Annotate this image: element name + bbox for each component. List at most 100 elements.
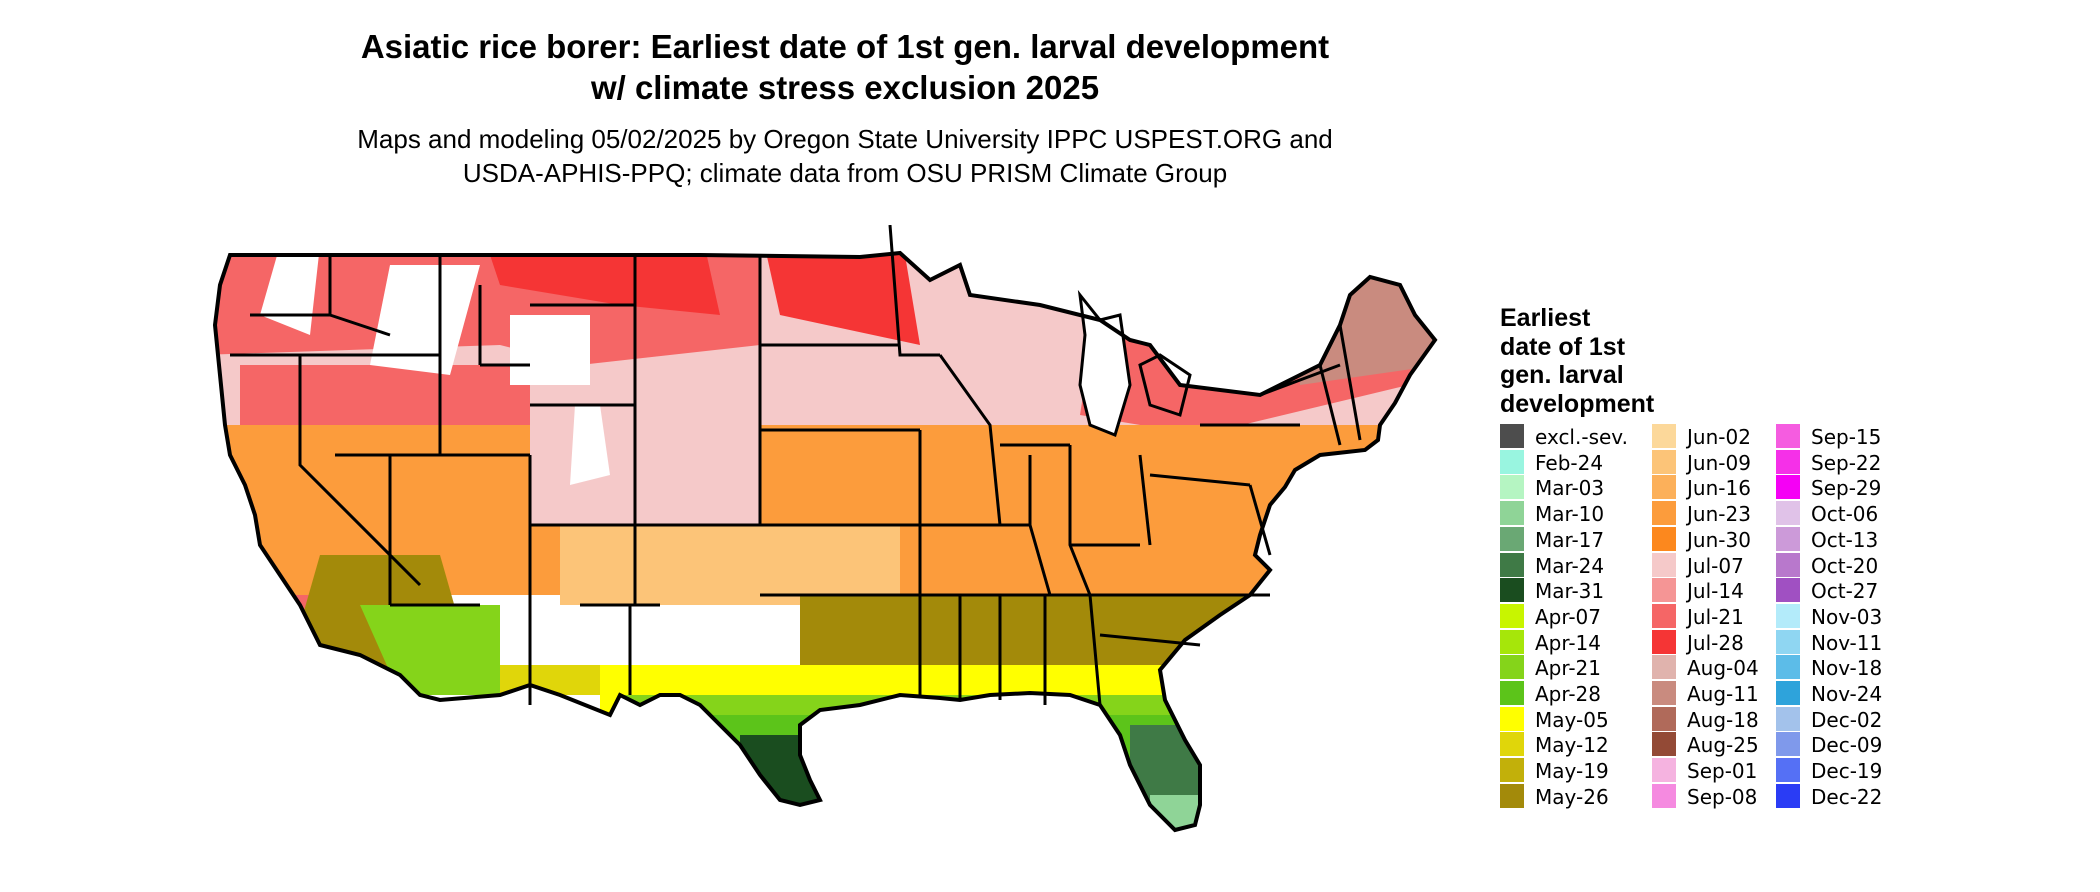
legend-swatch xyxy=(1500,681,1524,705)
legend-swatch xyxy=(1652,783,1676,808)
legend-label: Oct-27 xyxy=(1811,579,1879,604)
legend-swatch xyxy=(1652,578,1676,603)
state-boundary xyxy=(1248,484,1272,556)
legend-label: Jul-28 xyxy=(1687,630,1744,655)
legend-swatch xyxy=(1652,552,1676,577)
zone-cascades-white xyxy=(260,253,320,335)
legend-swatch xyxy=(1652,449,1676,474)
state-boundary xyxy=(1318,364,1342,446)
legend-item: Nov-03 xyxy=(1776,603,1946,630)
zone-colorado-white xyxy=(570,405,610,485)
legend-title: Earliest date of 1st gen. larval develop… xyxy=(1500,304,1654,418)
legend-item: Aug-25 xyxy=(1652,732,1822,758)
legend-swatch xyxy=(1776,449,1800,474)
legend-swatch xyxy=(1652,526,1676,551)
legend-item: Apr-21 xyxy=(1500,655,1670,681)
legend-label: Dec-02 xyxy=(1811,707,1883,732)
zone-gulf-green-light xyxy=(620,695,1200,765)
legend-label: Apr-07 xyxy=(1535,604,1601,629)
legend-label: Nov-24 xyxy=(1811,682,1883,706)
legend-item: Mar-17 xyxy=(1500,526,1670,553)
legend-swatch xyxy=(1776,629,1800,654)
legend-label: Jun-16 xyxy=(1687,476,1751,501)
legend-item: Jul-21 xyxy=(1652,603,1822,630)
legend-label: Mar-03 xyxy=(1535,476,1605,501)
legend-item: Apr-14 xyxy=(1500,629,1670,656)
title-line-2: w/ climate stress exclusion 2025 xyxy=(590,69,1100,106)
legend-label: Apr-28 xyxy=(1535,682,1601,706)
subtitle-line-1: Maps and modeling 05/02/2025 by Oregon S… xyxy=(357,124,1333,154)
legend-swatch xyxy=(1500,501,1524,526)
legend-item: Nov-18 xyxy=(1776,655,1946,681)
legend-label: May-19 xyxy=(1535,759,1609,784)
legend-item: Dec-19 xyxy=(1776,758,1946,784)
legend-item: Dec-02 xyxy=(1776,706,1946,733)
legend-swatch xyxy=(1776,552,1800,577)
legend-item: Apr-28 xyxy=(1500,681,1670,707)
state-boundary xyxy=(298,355,422,587)
legend-swatch xyxy=(1652,501,1676,526)
legend-item: Oct-20 xyxy=(1776,552,1946,579)
legend-label: Apr-14 xyxy=(1535,630,1601,655)
state-boundary xyxy=(329,313,391,337)
zone-mid-south-olive xyxy=(800,595,1435,665)
legend-item: Sep-22 xyxy=(1776,449,1946,476)
legend-swatch xyxy=(1500,578,1524,603)
zone-montana-red xyxy=(480,253,720,315)
legend-item: Jul-14 xyxy=(1652,578,1822,604)
legend-item: Jun-23 xyxy=(1652,501,1822,527)
legend-item: Nov-24 xyxy=(1776,681,1946,707)
legend-swatch xyxy=(1776,475,1800,500)
legend-label: May-05 xyxy=(1535,707,1609,732)
legend-title-line: gen. larval xyxy=(1500,361,1624,389)
legend-swatch xyxy=(1776,732,1800,757)
legend-title-line: development xyxy=(1500,389,1655,418)
state-boundary xyxy=(888,225,940,357)
legend-swatch xyxy=(1500,603,1524,628)
legend-label: Aug-25 xyxy=(1687,733,1759,758)
state-boundary xyxy=(1088,594,1102,706)
legend-item: Sep-08 xyxy=(1652,783,1822,810)
legend-label: Jun-23 xyxy=(1687,502,1751,527)
legend-item: Feb-24 xyxy=(1500,449,1670,476)
legend-item: May-05 xyxy=(1500,706,1670,733)
us-map xyxy=(212,225,1438,833)
legend-swatch xyxy=(1776,578,1800,603)
legend-item: May-12 xyxy=(1500,732,1670,758)
legend-item: Aug-04 xyxy=(1652,655,1822,681)
legend-item: Oct-13 xyxy=(1776,526,1946,553)
legend-item: Mar-10 xyxy=(1500,501,1670,527)
legend-swatch xyxy=(1500,655,1524,680)
legend-label: Jul-21 xyxy=(1687,604,1744,629)
legend-swatch xyxy=(1500,629,1524,654)
legend-label: Dec-09 xyxy=(1811,733,1883,758)
state-boundary xyxy=(1338,324,1362,441)
legend-swatch xyxy=(1500,475,1524,500)
legend-label: Mar-10 xyxy=(1535,502,1605,527)
legend-item: Aug-18 xyxy=(1652,706,1822,733)
zone-florida-tip xyxy=(1150,795,1200,830)
zone-desert-green xyxy=(360,605,500,695)
legend-item: Oct-06 xyxy=(1776,501,1946,527)
legend-swatch xyxy=(1776,758,1800,783)
legend-item: Mar-03 xyxy=(1500,475,1670,501)
legend-label: Sep-08 xyxy=(1687,784,1758,809)
state-boundary xyxy=(1138,454,1152,546)
map-title: Asiatic rice borer: Earliest date of 1st… xyxy=(0,26,1690,108)
legend-item: Sep-15 xyxy=(1776,424,1946,450)
legend-item: May-26 xyxy=(1500,783,1670,810)
legend-swatch xyxy=(1776,501,1800,526)
legend-label: Mar-17 xyxy=(1535,527,1605,552)
legend-swatch xyxy=(1652,475,1676,500)
legend-label: Feb-24 xyxy=(1535,450,1604,475)
legend-swatch xyxy=(1652,629,1676,654)
legend-item: Nov-11 xyxy=(1776,629,1946,656)
legend-label: Sep-01 xyxy=(1687,759,1758,784)
legend-swatch xyxy=(1652,603,1676,628)
legend-label: Sep-29 xyxy=(1811,476,1882,501)
legend-title-line: date of 1st xyxy=(1500,332,1626,361)
legend-swatch xyxy=(1652,706,1676,731)
legend-label: Mar-31 xyxy=(1535,579,1605,604)
legend-swatch xyxy=(1652,758,1676,783)
legend-label: Apr-21 xyxy=(1535,656,1601,681)
